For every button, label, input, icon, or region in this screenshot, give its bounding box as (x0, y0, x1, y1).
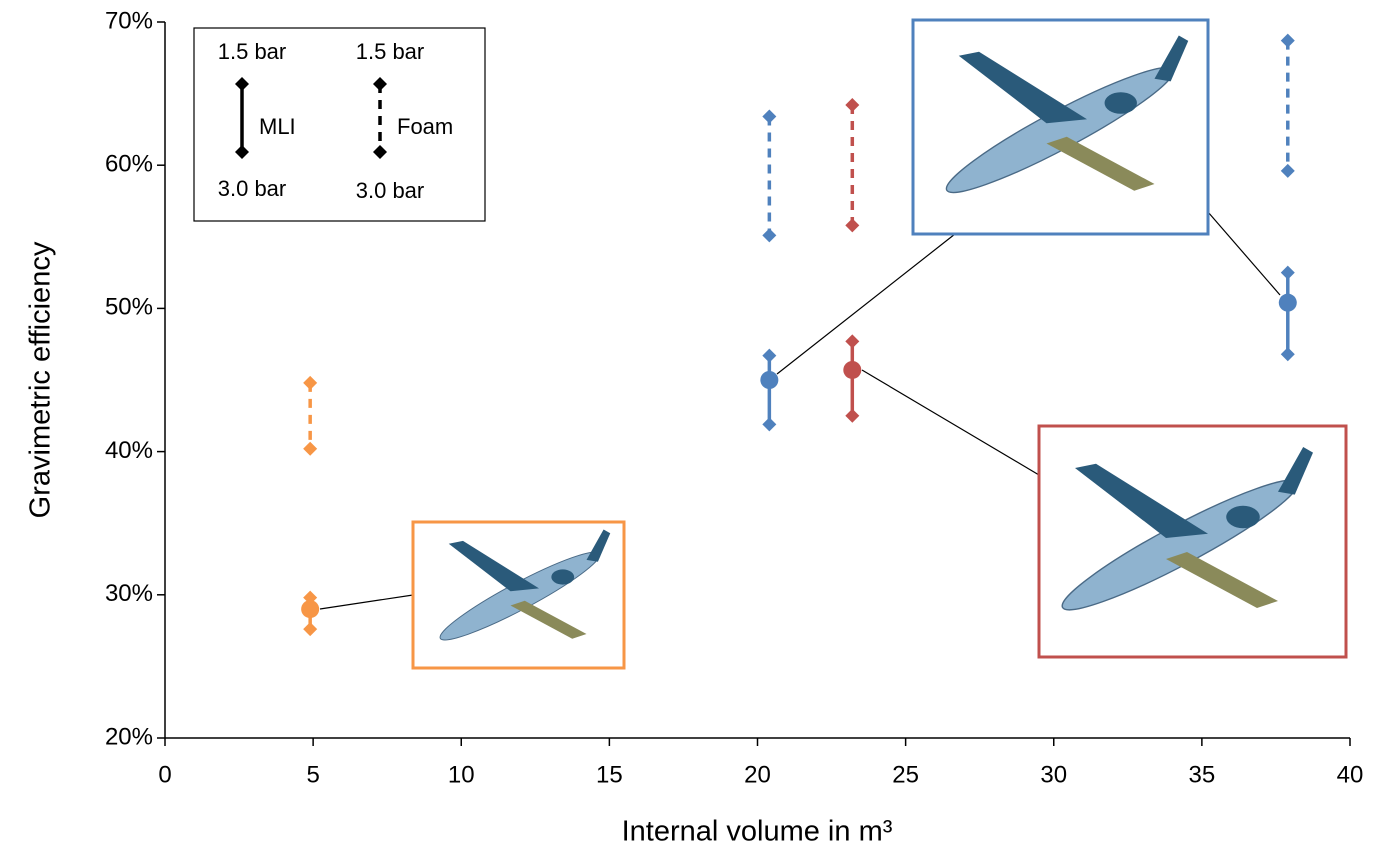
inset-red (862, 370, 1346, 657)
range-end (762, 349, 776, 363)
x-tick-label: 0 (158, 761, 171, 788)
y-tick-label: 50% (105, 294, 153, 321)
x-tick-label: 10 (448, 761, 475, 788)
range-end (845, 409, 859, 423)
x-tick-label: 40 (1337, 761, 1364, 788)
y-tick-label: 30% (105, 580, 153, 607)
x-tick-label: 5 (306, 761, 319, 788)
x-tick-label: 35 (1189, 761, 1216, 788)
y-tick-label: 20% (105, 723, 153, 750)
x-tick-label: 15 (596, 761, 623, 788)
legend-low: 3.0 bar (218, 176, 287, 201)
legend: 1.5 bar 3.0 bar 1.5 bar 3.0 bar MLI Foam (194, 28, 485, 221)
chart: Gravimetric efficiency Internal volume i… (0, 0, 1389, 852)
x-tick-label: 20 (744, 761, 771, 788)
x-tick-label: 25 (892, 761, 919, 788)
range-end (1281, 347, 1295, 361)
y-tick-label: 40% (105, 437, 153, 464)
range-end (1281, 34, 1295, 48)
range-end (845, 218, 859, 232)
x-tick-label: 30 (1040, 761, 1067, 788)
y-tick-label: 70% (105, 7, 153, 34)
range-end (762, 110, 776, 124)
y-axis-title: Gravimetric efficiency (25, 241, 57, 518)
inset-orange (320, 522, 624, 668)
legend-high: 1.5 bar (356, 39, 425, 64)
point (301, 600, 319, 618)
range-end (1281, 266, 1295, 280)
point (1279, 294, 1297, 312)
y-tick-label: 60% (105, 151, 153, 178)
range-end (303, 442, 317, 456)
point (760, 371, 778, 389)
range-end (845, 334, 859, 348)
range-end (303, 622, 317, 636)
range-end (845, 98, 859, 112)
inset-blue-small (777, 20, 1280, 374)
range-end (1281, 164, 1295, 178)
range-end (303, 376, 317, 390)
x-axis-title: Internal volume in m³ (622, 816, 893, 848)
legend-high: 1.5 bar (218, 39, 287, 64)
range-end (762, 417, 776, 431)
legend-low: 3.0 bar (356, 178, 425, 203)
legend-label: MLI (259, 114, 296, 139)
legend-label: Foam (397, 114, 453, 139)
range-end (762, 228, 776, 242)
point (843, 361, 861, 379)
